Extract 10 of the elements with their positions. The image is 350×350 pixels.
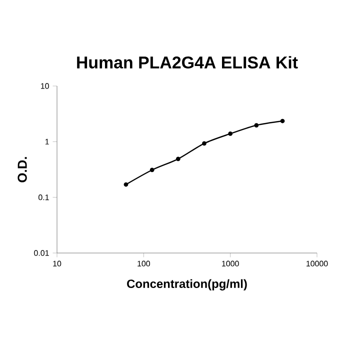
point [254, 123, 259, 128]
point [228, 132, 233, 136]
point [202, 141, 206, 146]
chart-title: Human PLA2G4A ELISA Kit [77, 56, 298, 69]
point [124, 182, 128, 187]
x-axis-title: Concentration(pg/ml) [127, 279, 247, 290]
y-axis-title: O.D. [18, 157, 27, 182]
point [176, 156, 180, 162]
point [150, 168, 154, 172]
point [280, 118, 285, 124]
